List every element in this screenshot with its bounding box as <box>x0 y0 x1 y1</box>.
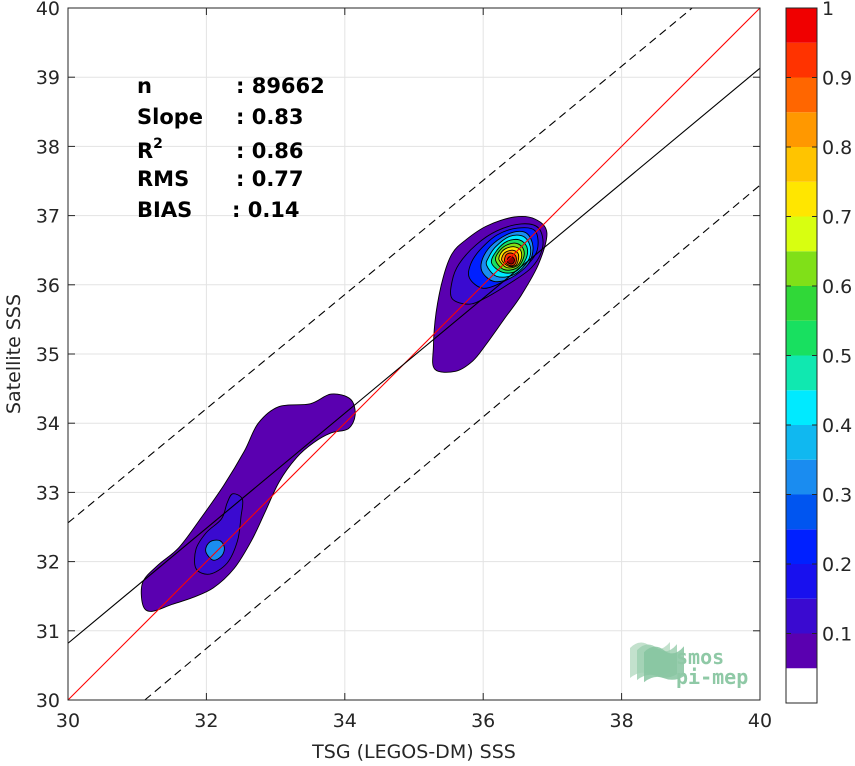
y-axis-ticks: 30 31 32 33 34 35 36 37 38 39 40 <box>36 0 760 712</box>
x-tick-label: 38 <box>610 710 634 732</box>
stat-label: BIAS <box>137 198 192 222</box>
colorbar-segment <box>786 216 817 252</box>
stat-value: : 0.77 <box>236 167 304 191</box>
upper-bound-line <box>67 7 693 524</box>
y-tick-label: 31 <box>36 621 60 643</box>
y-tick-label: 30 <box>36 690 60 712</box>
stat-label: n <box>137 74 152 98</box>
colorbar-tick-label: 0.2 <box>822 554 852 576</box>
identity-line <box>67 7 761 701</box>
colorbar-tick-label: 0.7 <box>822 207 852 229</box>
colorbar-segment <box>786 494 817 530</box>
colorbar-segment <box>786 112 817 147</box>
contour-level <box>205 539 225 561</box>
logo-text-line: smos <box>676 645 724 669</box>
colorbar-segment <box>786 355 817 391</box>
colorbar-segment <box>786 425 817 460</box>
y-tick-label: 38 <box>36 136 60 158</box>
stat-superscript: 2 <box>153 136 163 152</box>
colorbar-tick-label: 0.1 <box>822 624 852 646</box>
colorbar-segment <box>786 390 817 425</box>
stat-label: RMS <box>137 167 189 191</box>
colorbar-tick-label: 1 <box>822 0 834 20</box>
stat-value: : 0.86 <box>236 139 304 163</box>
x-axis-ticks: 30 32 34 36 38 40 <box>56 8 772 732</box>
colorbar-segment <box>786 251 817 286</box>
y-tick-label: 33 <box>36 482 60 504</box>
density-cluster <box>432 215 548 373</box>
colorbar-segment <box>786 320 817 356</box>
colorbar-segment <box>786 598 817 634</box>
colorbar-tick-label: 0.6 <box>822 276 852 298</box>
y-axis-label: Satellite SSS <box>3 294 25 414</box>
x-axis-label: TSG (LEGOS-DM) SSS <box>311 741 516 763</box>
colorbar-tick-label: 0.8 <box>822 137 852 159</box>
logo-text-line: pi-mep <box>676 665 748 689</box>
colorbar-segment <box>786 8 817 43</box>
y-tick-label: 32 <box>36 552 60 574</box>
colorbar-tick-label: 0.5 <box>822 346 852 368</box>
x-tick-label: 40 <box>748 710 772 732</box>
colorbar-segment <box>786 459 817 495</box>
stat-value: : 0.14 <box>232 198 300 222</box>
colorbar-segment <box>786 529 817 564</box>
y-tick-label: 36 <box>36 275 60 297</box>
y-tick-label: 34 <box>36 413 60 435</box>
colorbar-segment <box>786 42 817 78</box>
x-tick-label: 30 <box>56 710 80 732</box>
colorbar-segment <box>786 633 817 669</box>
colorbar-tick-label: 0.9 <box>822 68 852 90</box>
stat-value: : 0.83 <box>236 105 304 129</box>
colorbar-segment <box>786 77 817 113</box>
colorbar-segment <box>786 181 817 217</box>
logo-wave-shape <box>644 646 684 683</box>
reference-lines <box>67 7 761 701</box>
colorbar-empty-segment <box>786 668 817 703</box>
stat-label: Slope <box>137 105 203 129</box>
y-tick-label: 39 <box>36 67 60 89</box>
colorbar-tick-label: 0.3 <box>822 485 852 507</box>
lower-bound-line <box>144 184 761 701</box>
regression-line <box>67 67 761 644</box>
colorbar-segment <box>786 147 817 182</box>
y-tick-label: 40 <box>36 0 60 20</box>
colorbar: 0.1 0.2 0.3 0.4 0.5 0.6 0.7 0.8 0.9 1 <box>785 0 852 704</box>
colorbar-segment <box>786 564 817 599</box>
x-tick-label: 36 <box>471 710 495 732</box>
stat-value: : 89662 <box>236 74 325 98</box>
x-tick-label: 32 <box>194 710 218 732</box>
y-tick-label: 35 <box>36 344 60 366</box>
x-tick-label: 34 <box>333 710 357 732</box>
colorbar-tick-label: 0.4 <box>822 415 852 437</box>
y-tick-label: 37 <box>36 206 60 228</box>
colorbar-segment <box>786 286 817 321</box>
